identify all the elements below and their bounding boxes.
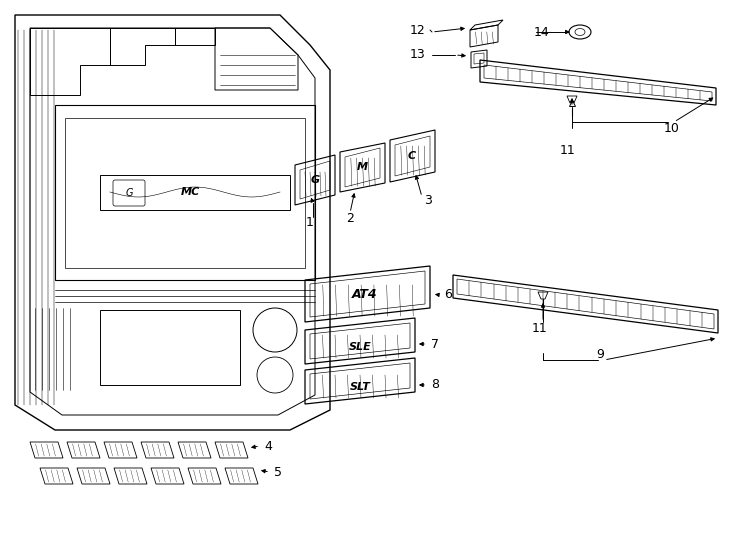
Text: 2: 2 [346,212,354,225]
Text: 11: 11 [560,144,576,157]
Text: G: G [126,188,133,198]
Text: M: M [357,162,368,172]
Text: 11: 11 [532,321,548,334]
Text: 1: 1 [306,215,314,228]
Text: SLE: SLE [349,342,371,352]
Text: SLT: SLT [349,382,371,392]
Text: 6: 6 [444,288,452,301]
Text: MC: MC [181,187,200,197]
Text: 9: 9 [596,348,604,361]
Text: 4: 4 [264,440,272,453]
Text: 14: 14 [534,25,550,38]
Text: 5: 5 [274,465,282,478]
Text: G: G [310,175,319,185]
Text: AT4: AT4 [352,288,378,301]
Text: 3: 3 [424,193,432,206]
Text: 10: 10 [664,122,680,134]
Text: 8: 8 [431,379,439,392]
Text: 13: 13 [410,49,426,62]
Text: 12: 12 [410,24,426,37]
Text: C: C [408,151,416,161]
Text: 7: 7 [431,338,439,350]
